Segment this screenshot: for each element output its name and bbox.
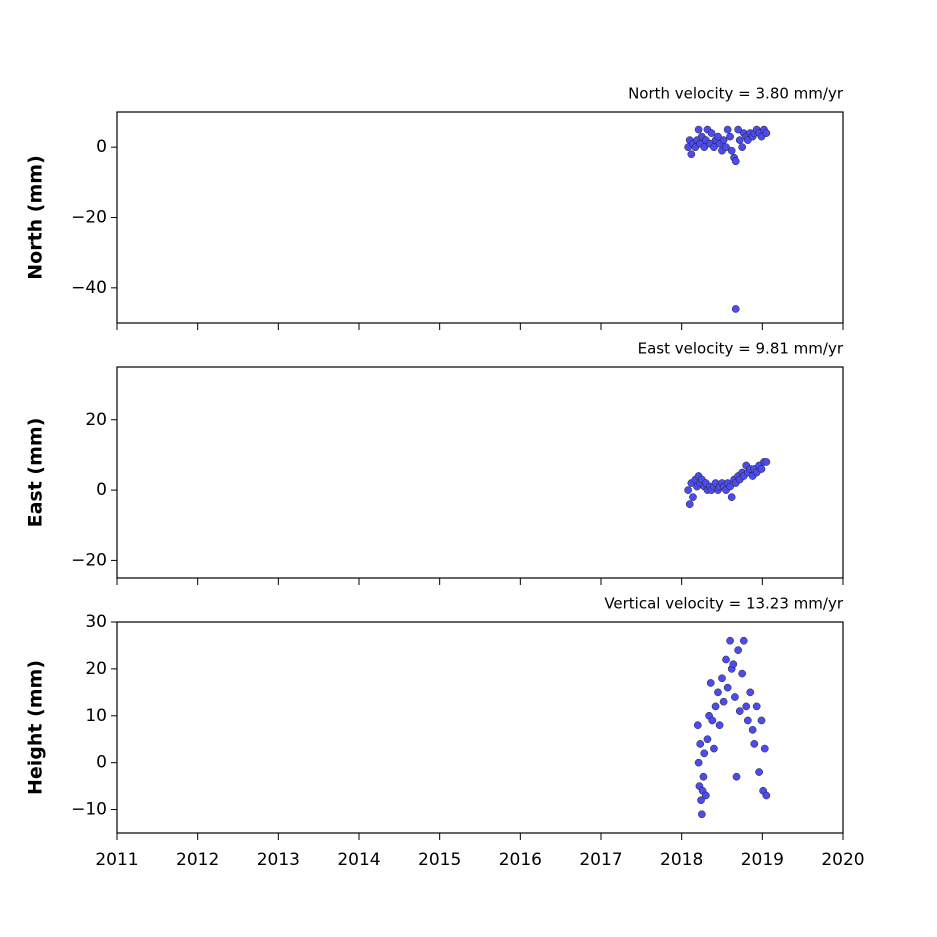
data-point [731,157,740,166]
x-tick-label: 2017 [579,850,622,870]
data-point [719,697,728,706]
x-tick-label: 2011 [95,850,138,870]
y-tick-label: 30 [85,612,107,632]
data-point [762,791,771,800]
data-point [723,683,732,692]
y-tick-label: −20 [71,550,107,570]
data-point [687,150,696,159]
data-point [735,136,744,144]
data-point [714,688,722,697]
data-point [700,749,709,758]
axes-frame [116,111,844,324]
data-point [706,679,715,687]
data-point [735,707,744,715]
data-point [694,125,703,134]
x-tick-label: 2020 [821,850,864,870]
y-tick-label: 10 [85,706,107,726]
data-point [719,136,728,144]
data-point [723,125,732,134]
x-tick-label: 2018 [660,850,703,870]
data-point [727,493,736,501]
data-point [699,772,708,781]
data-point [722,655,730,664]
data-point [757,465,766,473]
data-point [762,129,771,137]
data-point [726,636,734,645]
data-point [708,716,717,725]
data-point [752,702,761,711]
data-point [702,791,710,800]
y-tick-label: −20 [71,208,107,228]
y-axis-label: North (mm) [25,155,47,280]
y-tick-label: 0 [96,753,107,773]
axes-frame [116,366,844,579]
data-point [693,721,702,730]
panel-title: East velocity = 9.81 mm/yr [638,340,844,358]
data-point [685,500,694,508]
data-point [715,721,724,730]
data-point [742,702,751,711]
data-point [731,693,739,701]
data-point [743,716,752,725]
data-point [738,669,747,678]
data-point [726,482,734,491]
panel-title: Vertical velocity = 13.23 mm/yr [604,595,844,613]
data-point [727,146,736,155]
axes-frame [116,621,844,834]
y-tick-label: 20 [85,410,107,430]
x-tick-label: 2012 [176,850,219,870]
y-tick-label: 20 [85,659,107,679]
data-point [718,674,726,683]
data-point [734,646,742,654]
y-tick-label: −10 [71,800,107,820]
data-point [696,740,705,748]
data-point [731,305,740,313]
panel-title: North velocity = 3.80 mm/yr [628,85,844,103]
data-point [689,493,697,501]
x-tick-label: 2019 [741,850,784,870]
x-tick-label: 2016 [499,850,542,870]
data-point [694,758,703,767]
data-point [697,796,705,805]
data-point [684,486,692,494]
x-tick-label: 2013 [257,850,300,870]
data-point [739,636,748,645]
data-point [710,744,718,753]
y-tick-label: −40 [71,278,107,298]
data-point [748,725,757,734]
data-point [703,735,712,744]
data-point [746,688,755,697]
data-point [762,458,771,466]
y-axis-label: Height (mm) [25,660,47,795]
data-point [707,129,716,137]
data-point [734,125,742,134]
data-point [697,810,706,819]
data-point [757,716,766,725]
data-point [750,740,759,748]
x-tick-label: 2014 [337,850,380,870]
y-tick-label: 0 [96,480,107,500]
data-point [729,660,738,669]
data-point [738,143,747,152]
data-point [726,132,734,141]
data-point [732,772,741,781]
y-tick-label: 0 [96,137,107,157]
x-tick-label: 2015 [418,850,461,870]
data-point [760,744,769,753]
y-axis-label: East (mm) [25,418,47,528]
data-point [755,768,763,776]
data-point [711,702,720,711]
data-point [722,143,730,152]
